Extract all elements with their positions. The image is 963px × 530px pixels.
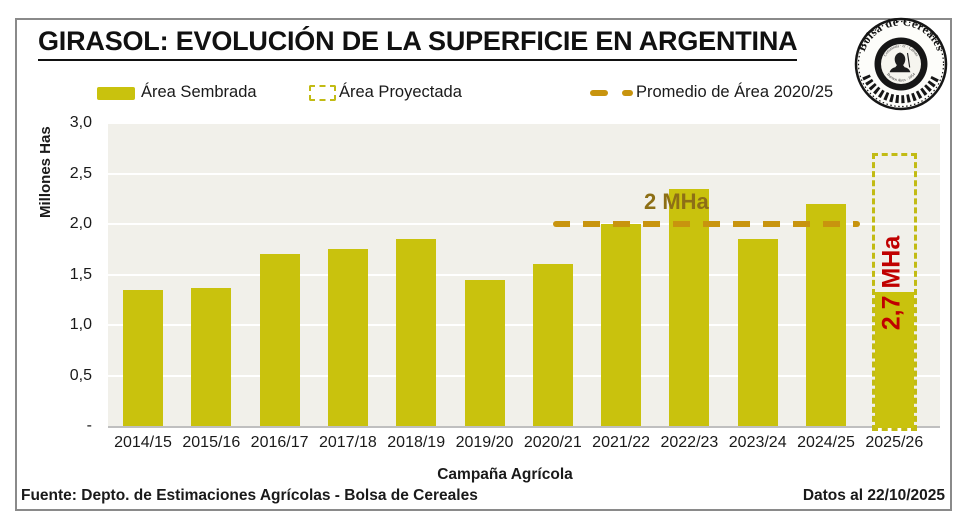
chart-title: GIRASOL: EVOLUCIÓN DE LA SUPERFICIE EN A… [38, 26, 798, 61]
bar-2022/23 [669, 188, 710, 426]
legend-label-promedio: Promedio de Área 2020/25 [636, 83, 834, 101]
bar-2024/25 [806, 203, 846, 426]
x-tick-label-2016/17: 2016/17 [250, 434, 309, 451]
footer-date-note: Datos al 22/10/2025 [802, 487, 945, 504]
x-tick-label-2018/19: 2018/19 [387, 434, 446, 451]
legend-swatch-area-sembrada [97, 87, 135, 100]
logo-scallop-ring [857, 20, 945, 108]
gridline-0.5 [108, 374, 940, 377]
y-tick-label: 1,0 [69, 316, 92, 333]
gridline-1.5 [108, 273, 940, 276]
average-value-annotation: 2 MHa [644, 189, 709, 214]
bar-2019/20 [464, 279, 505, 426]
x-tick-label-2015/16: 2015/16 [182, 434, 241, 451]
legend-swatch-area-proyectada [309, 85, 336, 101]
gridline-2 [108, 223, 940, 225]
y-tick-label: 1,5 [69, 265, 92, 283]
legend-dash-long [590, 90, 608, 96]
y-axis-labels: 3,0 2,5 2,0 1,5 1,0 0,5 - [0, 114, 92, 434]
x-tick-label-2021/22: 2021/22 [592, 434, 651, 451]
bar-2015/16 [191, 287, 232, 426]
legend-dash-short [622, 90, 633, 96]
x-tick-label-2020/21: 2020/21 [523, 434, 582, 451]
sown-fill-2025/26 [874, 291, 914, 428]
y-tick-label: 3,0 [69, 114, 92, 131]
average-reference-line [552, 221, 860, 227]
legend-label-area-sembrada: Área Sembrada [141, 83, 257, 101]
x-tick-label-2022/23: 2022/23 [660, 434, 719, 451]
y-tick-label: 2,0 [69, 215, 92, 232]
bar-2017/18 [327, 249, 368, 426]
projected-bar-outline-2025/26 [871, 153, 917, 431]
y-tick-label: - [86, 417, 92, 434]
bar-2018/19 [396, 239, 437, 426]
x-tick-label-2023/24: 2023/24 [728, 434, 787, 451]
x-axis-title: Campaña Agrícola [437, 466, 573, 483]
gridline-1 [108, 324, 940, 326]
x-tick-label-2014/15: 2014/15 [114, 434, 172, 451]
logo-figure [889, 52, 911, 73]
bar-2014/15 [123, 289, 163, 426]
x-axis-labels: 2014/15 2015/16 2016/17 2017/18 2018/19 2019/… [108, 434, 940, 456]
legend-label-area-proyectada: Área Proyectada [339, 83, 462, 101]
gridline-3 [108, 122, 940, 124]
logo-wheat-stalk [906, 52, 911, 68]
bolsa-de-cereales-logo: Bolsa de Cereales Constantia · et · Labo… [854, 16, 948, 111]
footer-source: Fuente: Depto. de Estimaciones Agrícolas… [21, 487, 478, 504]
bar-2020/21 [532, 264, 573, 426]
bar-2021/22 [601, 224, 642, 426]
x-tick-label-2025/26: 2025/26 [865, 434, 924, 451]
gridline-2.5 [108, 172, 940, 175]
y-tick-label: 0,5 [69, 366, 92, 384]
projected-value-annotation: 2,7 MHa [877, 235, 906, 331]
x-tick-label-2017/18: 2017/18 [318, 434, 377, 451]
plot-area: 2 MHa 2,7 MHa [108, 122, 940, 431]
bar-2023/24 [737, 239, 778, 426]
bar-2016/17 [259, 254, 300, 426]
x-tick-label-2024/25: 2024/25 [797, 434, 855, 451]
x-tick-label-2019/20: 2019/20 [455, 434, 514, 451]
logo-laurel-ornament [862, 74, 940, 104]
y-tick-label: 2,5 [69, 164, 92, 182]
